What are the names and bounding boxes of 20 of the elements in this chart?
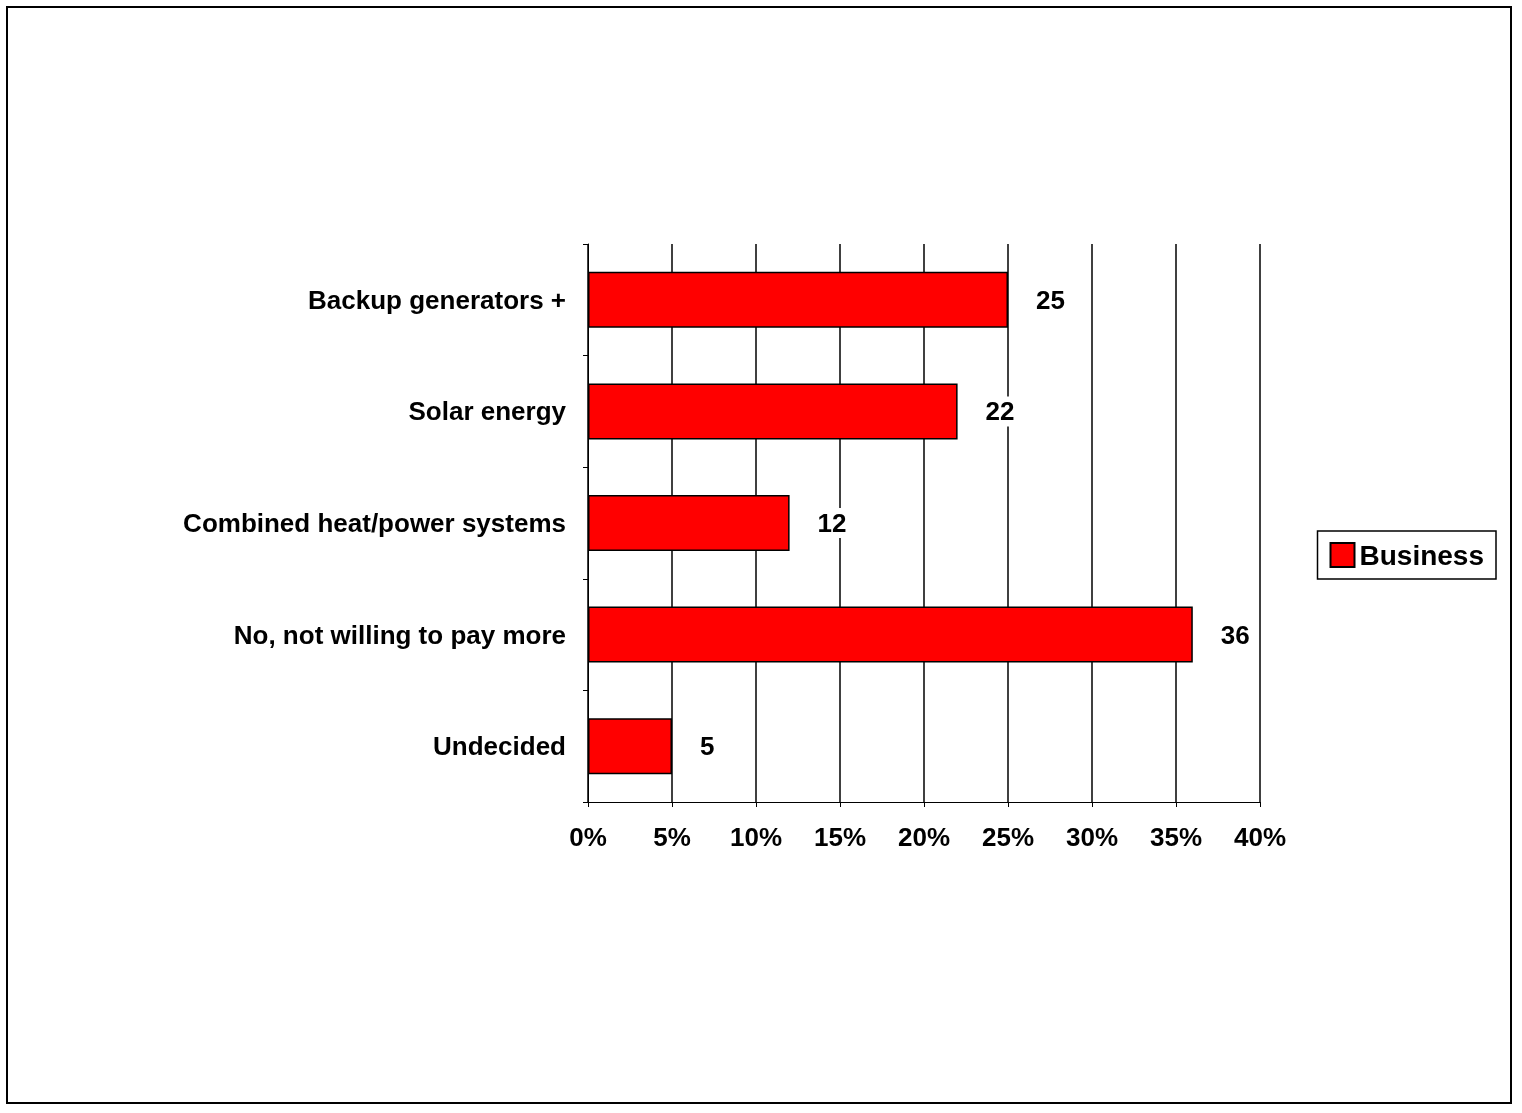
legend-label: Business [1359, 539, 1484, 571]
y-tick-label: Undecided [433, 731, 566, 762]
x-tick-label: 40% [1233, 822, 1287, 852]
x-tick-label: 30% [1065, 822, 1119, 852]
x-tick-label: 10% [729, 822, 783, 852]
x-tick-label: 15% [813, 822, 867, 852]
y-tick-label: No, not willing to pay more [233, 619, 566, 650]
data-label: 25 [1036, 284, 1065, 315]
x-tick-label: 0% [569, 822, 607, 852]
y-tick-label: Backup generators + [308, 284, 566, 315]
data-label: 36 [1220, 619, 1250, 650]
data-label: 12 [817, 508, 847, 538]
data-label: 22 [985, 396, 1015, 427]
x-tick-label: 25% [981, 822, 1035, 852]
data-label: 5 [700, 731, 715, 762]
x-tick-label: 5% [653, 822, 691, 852]
y-tick-label: Solar energy [408, 396, 567, 427]
y-tick-label: Combined heat/power systems [183, 508, 566, 538]
x-tick-label: 35% [1149, 822, 1203, 852]
x-tick-label: 20% [897, 822, 951, 852]
